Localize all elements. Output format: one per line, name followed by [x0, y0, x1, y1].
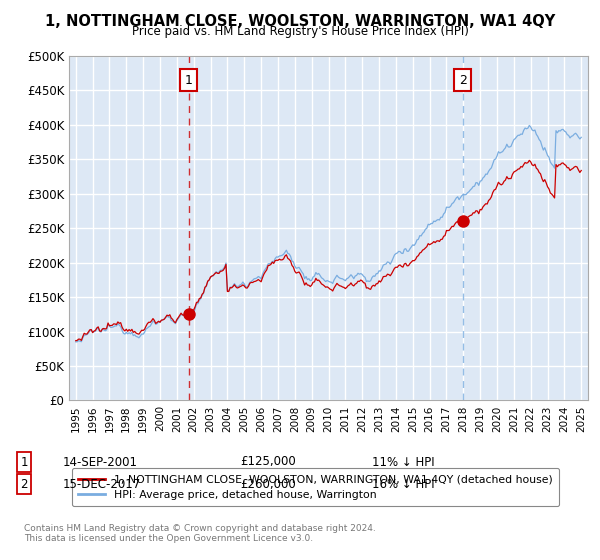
Text: 11% ↓ HPI: 11% ↓ HPI — [372, 455, 434, 469]
Legend: 1, NOTTINGHAM CLOSE, WOOLSTON, WARRINGTON, WA1 4QY (detached house), HPI: Averag: 1, NOTTINGHAM CLOSE, WOOLSTON, WARRINGTO… — [72, 468, 559, 506]
Text: 16% ↓ HPI: 16% ↓ HPI — [372, 478, 434, 491]
Text: 14-SEP-2001: 14-SEP-2001 — [63, 455, 138, 469]
Text: 1: 1 — [185, 73, 193, 87]
Text: 1: 1 — [20, 455, 28, 469]
Text: Contains HM Land Registry data © Crown copyright and database right 2024.
This d: Contains HM Land Registry data © Crown c… — [24, 524, 376, 543]
Text: £260,000: £260,000 — [240, 478, 296, 491]
Text: 2: 2 — [20, 478, 28, 491]
Text: 15-DEC-2017: 15-DEC-2017 — [63, 478, 141, 491]
Text: £125,000: £125,000 — [240, 455, 296, 469]
Text: 1, NOTTINGHAM CLOSE, WOOLSTON, WARRINGTON, WA1 4QY: 1, NOTTINGHAM CLOSE, WOOLSTON, WARRINGTO… — [45, 14, 555, 29]
Text: 2: 2 — [458, 73, 467, 87]
Text: Price paid vs. HM Land Registry's House Price Index (HPI): Price paid vs. HM Land Registry's House … — [131, 25, 469, 38]
